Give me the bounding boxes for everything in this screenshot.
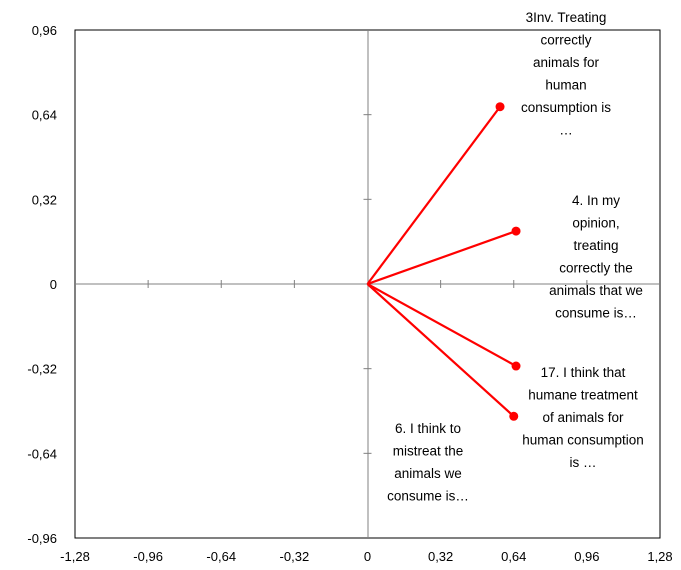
x-tick-labels: -1,28 -0,96 -0,64 -0,32 0 0,32 0,64 0,96 1,28	[60, 549, 672, 564]
x-tick-label: -0,32	[280, 549, 310, 564]
vector-label-line: consume is…	[387, 489, 469, 504]
x-tick-label: -0,96	[133, 549, 163, 564]
vectors: 3Inv. Treating correctly animals for human c…	[366, 10, 644, 504]
y-tick-label: 0,96	[32, 23, 57, 38]
vector-label-line: …	[559, 123, 573, 138]
x-tick-label: -1,28	[60, 549, 90, 564]
x-tick-label: 1,28	[647, 549, 672, 564]
y-tick-label: 0	[50, 277, 57, 292]
x-tick-label: 0,96	[574, 549, 599, 564]
vector-label-line: opinion,	[572, 216, 619, 231]
vector-label: 17. I think that humane treatment of anima…	[522, 365, 644, 470]
vector-label-line: of animals for	[542, 410, 624, 425]
x-tick-label: 0	[364, 549, 371, 564]
vector-label: 3Inv. Treating correctly animals for human c…	[521, 10, 611, 138]
vector-label-line: humane treatment	[528, 388, 638, 403]
vector-label-line: 3Inv. Treating	[526, 10, 607, 25]
vector-endpoint	[511, 226, 521, 236]
vector-endpoint	[495, 102, 505, 112]
y-tick-label: -0,96	[27, 531, 57, 546]
vector-label-line: consume is…	[555, 306, 637, 321]
vector-label-line: correctly	[540, 33, 591, 48]
vector-label-line: animals for	[533, 55, 600, 70]
vector-label: 4. In my opinion, treating correctly the ani…	[549, 193, 643, 321]
vector-endpoint	[511, 361, 521, 371]
vector-label-line: 17. I think that	[541, 365, 626, 380]
x-tick-label: 0,32	[428, 549, 453, 564]
x-tick-label: -0,64	[206, 549, 236, 564]
y-tick-label: -0,64	[27, 446, 57, 461]
y-tick-label: -0,32	[27, 362, 57, 377]
vector-line	[366, 283, 515, 418]
y-tick-label: 0,32	[32, 192, 57, 207]
vector-label: 6. I think to mistreat the animals we consu…	[387, 421, 469, 504]
vector-label-line: human	[545, 78, 586, 93]
vector-label-line: correctly the	[559, 261, 633, 276]
vector-endpoint	[509, 411, 519, 421]
y-tick-label: 0,64	[32, 108, 57, 123]
vector-label-line: treating	[573, 238, 618, 253]
axis-ticks	[147, 114, 588, 454]
vector-label-line: human consumption	[522, 433, 644, 448]
y-tick-labels: 0,96 0,64 0,32 0 -0,32 -0,64 -0,96	[27, 23, 57, 546]
vector-label-line: 6. I think to	[395, 421, 461, 436]
vector-label-line: consumption is	[521, 100, 611, 115]
vector-line	[366, 283, 517, 367]
vector-label-line: animals we	[394, 466, 462, 481]
x-tick-label: 0,64	[501, 549, 526, 564]
vector-label-line: animals that we	[549, 283, 643, 298]
vector-line	[367, 230, 517, 286]
vector-label-line: mistreat the	[393, 444, 464, 459]
vector-label-line: is …	[570, 455, 597, 470]
vector-line	[366, 106, 501, 285]
vector-label-line: 4. In my	[572, 193, 620, 208]
